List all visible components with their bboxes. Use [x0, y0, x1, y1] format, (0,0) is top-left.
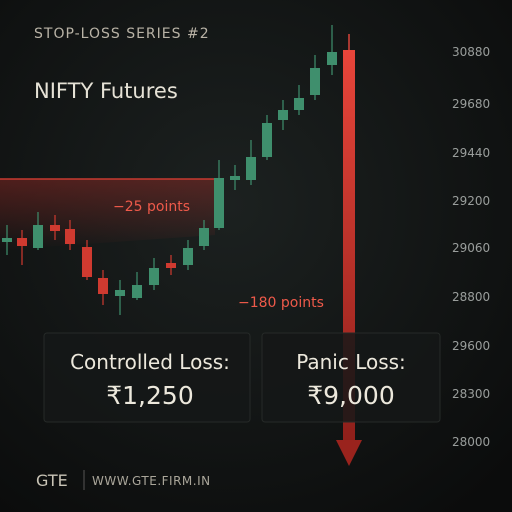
price-label: 29200	[452, 194, 490, 208]
crash-arrow	[336, 440, 362, 466]
candles	[2, 25, 337, 315]
candle	[82, 247, 92, 277]
price-axis: 30880 29680 29440 29200 29060 28800 29600 28300…	[452, 45, 490, 449]
card-amount: ₹9,000	[307, 381, 394, 410]
brand: GTE	[36, 471, 68, 490]
candle	[183, 248, 193, 265]
loss-glow	[0, 179, 215, 250]
candle	[294, 98, 304, 110]
url: WWW.GTE.FIRM.IN	[92, 474, 211, 488]
candle	[278, 110, 288, 120]
price-label: 30880	[452, 45, 490, 59]
candle	[199, 228, 209, 246]
candle	[65, 229, 75, 244]
candle	[98, 278, 108, 294]
card-label: Panic Loss:	[296, 350, 406, 374]
candle	[166, 263, 176, 268]
big-loss-label: −180 points	[238, 295, 324, 311]
price-label: 29600	[452, 339, 490, 353]
candle	[50, 225, 60, 231]
price-label: 28000	[452, 435, 490, 449]
title: NIFTY Futures	[34, 79, 178, 103]
candle	[17, 238, 27, 246]
card-label: Controlled Loss:	[70, 350, 230, 374]
candle	[310, 68, 320, 95]
candle	[132, 285, 142, 298]
series-label: STOP-LOSS SERIES #2	[34, 26, 210, 42]
candle	[33, 225, 43, 248]
price-label: 29680	[452, 97, 490, 111]
candle	[149, 268, 159, 285]
card	[43, 332, 251, 423]
price-label: 28800	[452, 290, 490, 304]
candle	[262, 123, 272, 157]
card	[261, 332, 441, 423]
candle	[230, 176, 240, 180]
price-label: 29060	[452, 241, 490, 255]
candle	[2, 238, 12, 242]
candle	[115, 290, 125, 296]
card-amount: ₹1,250	[106, 381, 193, 410]
candle	[214, 178, 224, 228]
candle	[327, 52, 337, 65]
candle	[246, 157, 256, 180]
price-label: 28300	[452, 387, 490, 401]
small-loss-label: −25 points	[113, 199, 190, 215]
price-label: 29440	[452, 146, 490, 160]
